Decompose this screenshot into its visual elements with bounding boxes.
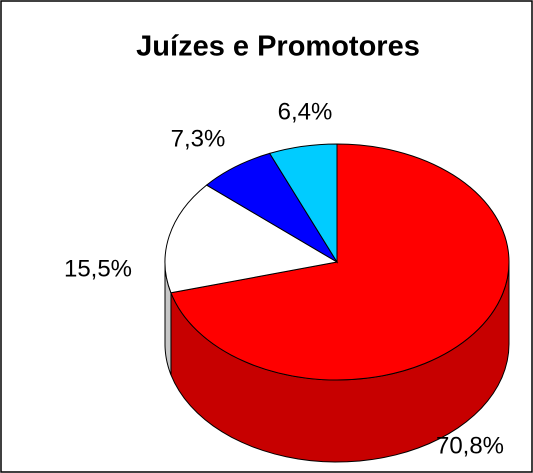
pie-slice <box>170 143 510 381</box>
data-label: 70,8% <box>436 432 504 459</box>
pie-slice <box>268 143 338 264</box>
chart-title: Juízes e Promotores <box>136 31 420 63</box>
data-label: 15,5% <box>64 255 132 282</box>
pie-slice <box>164 184 339 294</box>
data-label: 7,3% <box>171 125 226 152</box>
data-labels: 70,8% 15,5% 7,3% 6,4% <box>64 98 504 459</box>
pie-tops <box>164 143 510 381</box>
data-label: 6,4% <box>278 98 333 125</box>
